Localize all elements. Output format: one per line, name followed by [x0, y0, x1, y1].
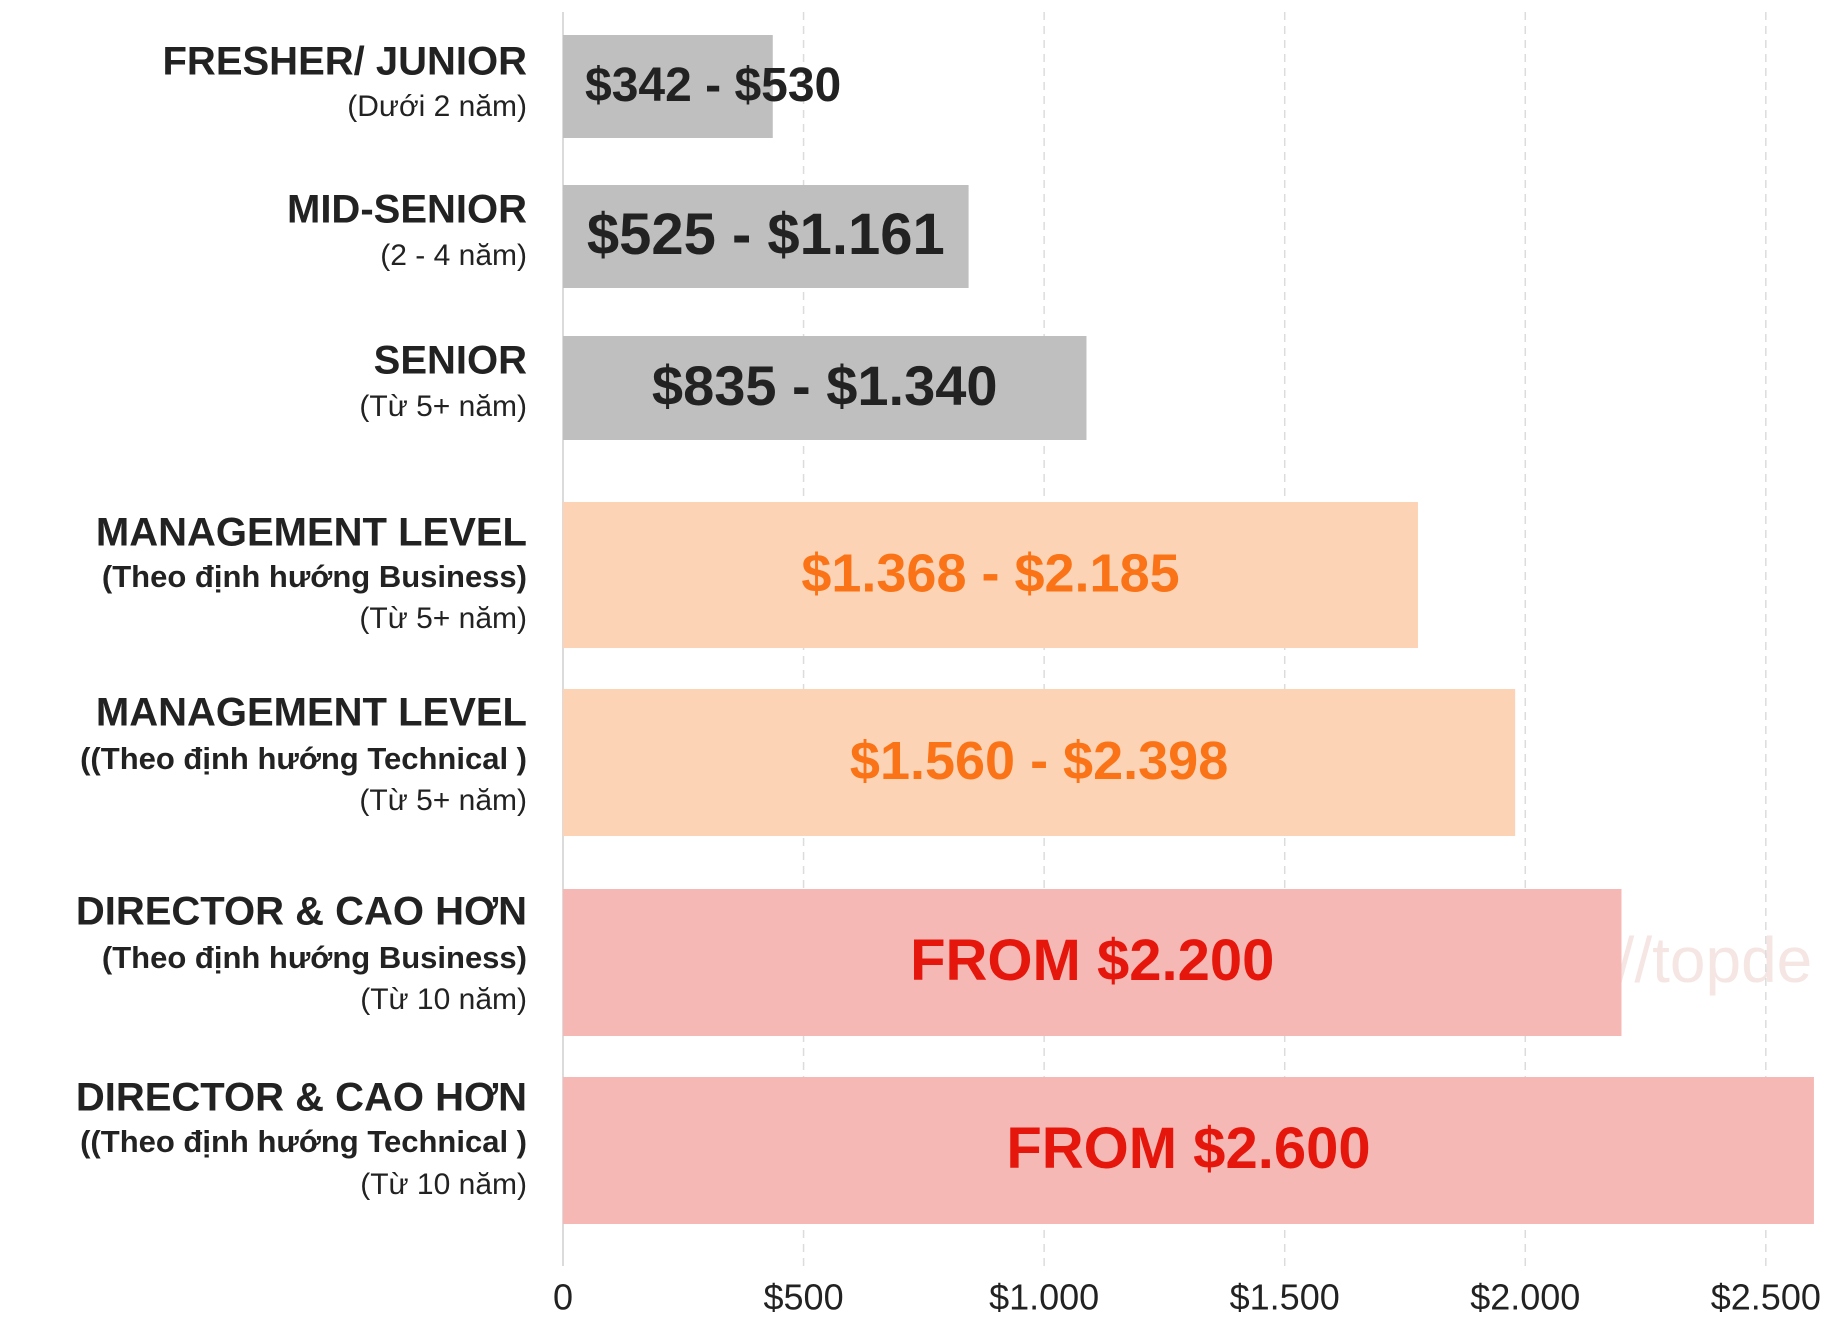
bar — [563, 1077, 1814, 1224]
bar — [563, 185, 969, 288]
category-detail: (Theo định hướng Business) — [102, 940, 527, 975]
category-detail: ((Theo định hướng Technical ) — [80, 1124, 527, 1159]
bar — [563, 502, 1418, 648]
bar-text: FROM $2.200 — [910, 928, 1274, 993]
bar-text: $1.560 - $2.398 — [850, 731, 1228, 791]
bar — [563, 35, 773, 138]
category-title: MANAGEMENT LEVEL — [96, 691, 527, 735]
x-tick-label: $500 — [764, 1277, 844, 1318]
category-title: MID-SENIOR — [287, 188, 527, 232]
x-tick-label: 0 — [553, 1277, 573, 1318]
category-years: (2 - 4 năm) — [380, 239, 527, 272]
x-tick-label: $2.500 — [1711, 1277, 1821, 1318]
category-detail: (Theo định hướng Business) — [102, 559, 527, 594]
bar-text: $342 - $530 — [585, 59, 841, 112]
category-years: (Từ 5+ năm) — [359, 602, 527, 635]
category-title: SENIOR — [374, 339, 527, 383]
category-title: MANAGEMENT LEVEL — [96, 511, 527, 555]
category-title: DIRECTOR & CAO HƠN — [76, 890, 527, 934]
bar-text: $1.368 - $2.185 — [801, 543, 1179, 603]
x-tick-label: $1.000 — [989, 1277, 1099, 1318]
x-tick-label: $2.000 — [1470, 1277, 1580, 1318]
bar-text: $835 - $1.340 — [652, 354, 998, 417]
category-years: (Dưới 2 năm) — [347, 90, 527, 123]
x-tick-label: $1.500 — [1230, 1277, 1340, 1318]
bar-text: FROM $2.600 — [1006, 1116, 1370, 1181]
bar — [563, 689, 1516, 836]
bar-text: $525 - $1.161 — [587, 202, 945, 267]
category-years: (Từ 10 năm) — [360, 1168, 527, 1201]
category-title: DIRECTOR & CAO HƠN — [76, 1076, 527, 1120]
category-years: (Từ 5+ năm) — [359, 784, 527, 817]
category-detail: ((Theo định hướng Technical ) — [80, 741, 527, 776]
bar — [563, 336, 1087, 440]
category-title: FRESHER/ JUNIOR — [163, 40, 528, 84]
category-years: (Từ 10 năm) — [360, 983, 527, 1016]
category-years: (Từ 5+ năm) — [359, 390, 527, 423]
bar — [563, 889, 1622, 1036]
